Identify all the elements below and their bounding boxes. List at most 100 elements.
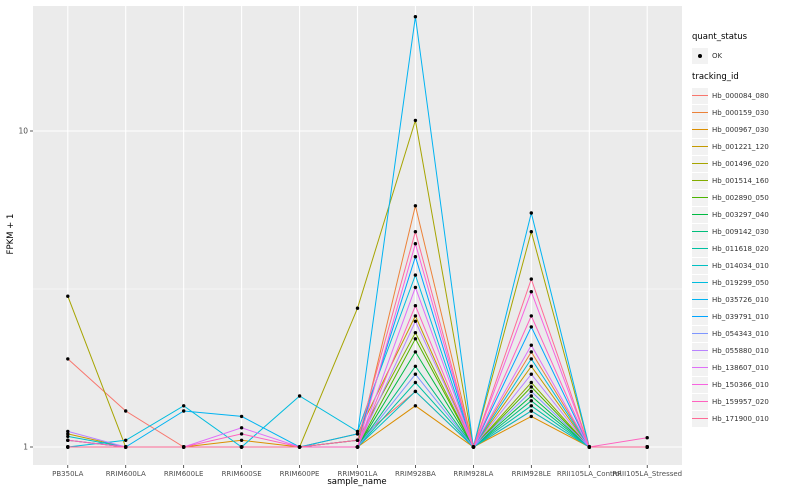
data-point[interactable] [297,445,302,449]
legend-item-tracking[interactable]: Hb_150366_010 [692,376,798,393]
data-point[interactable] [124,409,128,413]
data-point[interactable] [413,255,418,259]
legend-item-ok[interactable]: OK [692,47,798,64]
legend-item-tracking[interactable]: Hb_159957_020 [692,393,798,410]
data-point[interactable] [239,445,244,449]
data-point[interactable] [239,426,244,430]
data-point[interactable] [355,432,360,436]
data-point[interactable] [529,364,533,368]
data-point[interactable] [529,350,533,354]
data-point[interactable] [529,394,533,398]
data-point[interactable] [413,331,418,335]
data-point[interactable] [182,409,186,413]
legend-item-tracking[interactable]: Hb_000967_030 [692,121,798,138]
legend-item-label: Hb_150366_010 [712,380,769,389]
data-point[interactable] [529,414,533,419]
data-point[interactable] [529,389,533,394]
data-point[interactable] [413,364,418,368]
data-point[interactable] [413,380,418,385]
legend-item-tracking[interactable]: Hb_054343_010 [692,325,798,342]
data-point[interactable] [529,325,533,329]
data-point[interactable] [239,414,244,419]
data-point[interactable] [413,230,418,234]
legend-key-line-icon [692,291,708,308]
legend-item-tracking[interactable]: Hb_000159_030 [692,104,798,121]
data-point[interactable] [413,404,418,408]
data-point[interactable] [355,429,360,434]
legend-item-tracking[interactable]: Hb_055880_010 [692,342,798,359]
data-point[interactable] [413,204,418,208]
data-point[interactable] [413,319,418,323]
data-point[interactable] [529,409,533,413]
legend-item-tracking[interactable]: Hb_009142_030 [692,223,798,240]
data-point[interactable] [529,404,533,408]
data-point[interactable] [413,389,418,394]
data-point[interactable] [529,230,533,234]
legend-item-tracking[interactable]: Hb_171900_010 [692,410,798,427]
data-point[interactable] [413,242,418,246]
data-point[interactable] [355,306,360,310]
legend-key-line-icon [692,325,708,342]
data-point[interactable] [413,15,418,19]
data-point[interactable] [529,385,533,389]
data-point[interactable] [413,273,418,277]
legend-item-tracking[interactable]: Hb_002890_050 [692,189,798,206]
data-point[interactable] [355,445,360,449]
data-point[interactable] [66,445,70,449]
data-point[interactable] [239,438,244,442]
x-tick-label: RRIM600PE [280,470,320,478]
data-point[interactable] [529,357,533,361]
legend-item-tracking[interactable]: Hb_001221_120 [692,138,798,155]
legend-item-tracking[interactable]: Hb_035726_010 [692,291,798,308]
data-point[interactable] [529,372,533,376]
legend-item-label: Hb_003297_040 [712,210,769,219]
legend-item-tracking[interactable]: Hb_014034_010 [692,257,798,274]
data-point[interactable] [529,399,533,403]
legend-item-tracking[interactable]: Hb_019299_050 [692,274,798,291]
data-point[interactable] [529,380,533,385]
data-point[interactable] [66,357,70,361]
legend-item-tracking[interactable]: Hb_138607_010 [692,359,798,376]
legend-item-label: Hb_138607_010 [712,363,769,372]
data-point[interactable] [529,314,533,318]
data-point[interactable] [297,394,302,398]
data-point[interactable] [182,404,186,408]
data-point[interactable] [529,290,533,294]
legend-key-line-icon [692,172,708,189]
data-point[interactable] [124,445,128,449]
data-point[interactable] [529,277,533,281]
data-point[interactable] [182,445,186,449]
legend-item-tracking[interactable]: Hb_039791_010 [692,308,798,325]
x-tick-label: RRIM901LA [337,470,377,478]
data-point[interactable] [413,372,418,376]
data-point[interactable] [355,438,360,442]
legend-item-label: Hb_011618_020 [712,244,769,253]
data-point[interactable] [66,438,70,442]
data-point[interactable] [413,304,418,308]
data-point[interactable] [471,445,476,449]
data-point[interactable] [413,285,418,290]
data-point[interactable] [124,438,128,442]
legend-item-tracking[interactable]: Hb_000084_080 [692,87,798,104]
data-point[interactable] [645,445,649,449]
data-point[interactable] [66,432,70,436]
data-point[interactable] [413,337,418,341]
data-point[interactable] [413,314,418,318]
legend-item-tracking[interactable]: Hb_003297_040 [692,206,798,223]
data-point[interactable] [587,445,591,449]
x-tick-label: RRIM928LA [453,470,493,478]
legend-item-tracking[interactable]: Hb_001496_020 [692,155,798,172]
legend-item-tracking[interactable]: Hb_011618_020 [692,240,798,257]
x-tick-label: RRII105LA_Stressed [612,470,682,478]
legend-item-tracking[interactable]: Hb_001514_160 [692,172,798,189]
data-point[interactable] [66,429,70,434]
data-point[interactable] [529,343,533,347]
data-point[interactable] [66,434,70,439]
data-point[interactable] [413,118,418,123]
data-point[interactable] [645,436,649,440]
data-point[interactable] [413,350,418,354]
data-point[interactable] [529,211,533,215]
data-point[interactable] [239,432,244,436]
data-point[interactable] [66,294,70,298]
